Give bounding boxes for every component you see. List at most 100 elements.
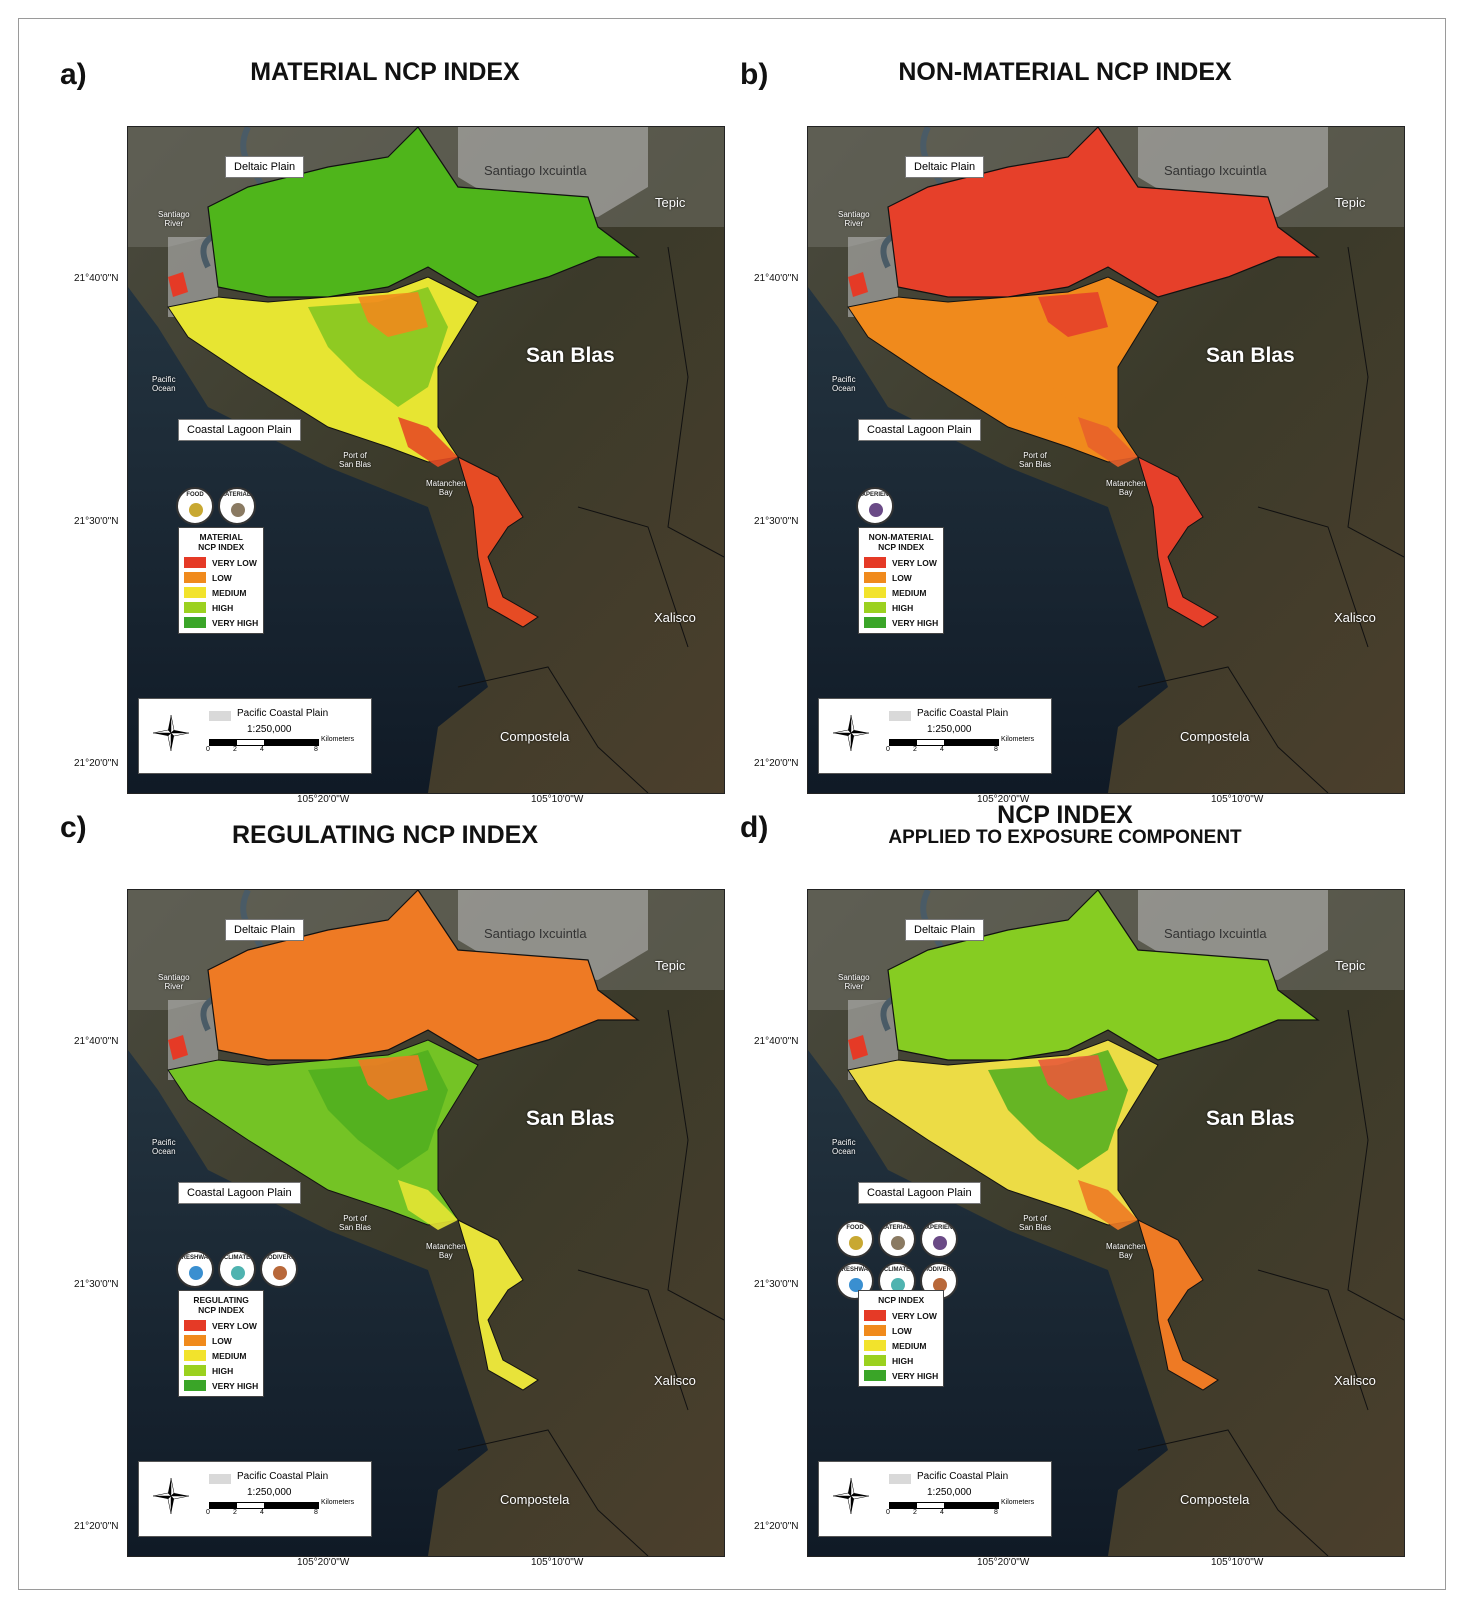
matanchen-bay-label: Matanchen Bay <box>1106 479 1146 497</box>
coastal-lagoon-plain-label: Coastal Lagoon Plain <box>858 419 981 441</box>
legend-item: VERY LOW <box>184 1318 258 1333</box>
legend: NCP INDEX VERY LOW LOW MEDIUM HIGH VERY HIGH <box>858 1290 945 1387</box>
north-arrow-icon <box>152 714 190 752</box>
figure-frame <box>18 18 1446 1590</box>
pcp-swatch <box>889 711 911 721</box>
scale-tick: 0 <box>206 1509 210 1516</box>
icon-glyph <box>869 503 883 517</box>
matanchen-bay-label: Matanchen Bay <box>426 1242 466 1260</box>
river-mouth-patch <box>848 272 868 297</box>
legend-label: MEDIUM <box>212 1350 247 1361</box>
map-panel-4: d) NCP INDEX APPLIED TO EXPOSURE COMPONE… <box>700 801 1405 1573</box>
legend-item: LOW <box>864 570 938 585</box>
legend-swatch <box>864 557 886 568</box>
panel-title: NCP INDEX <box>997 801 1133 829</box>
municipal-boundaries <box>1137 246 1404 793</box>
santiago-ixcuintla-label: Santiago Ixcuintla <box>1164 926 1267 941</box>
legend-swatch <box>864 587 886 598</box>
pacific-ocean-label: Pacific Ocean <box>152 1138 176 1156</box>
deltaic-plain-zone <box>207 890 640 1061</box>
scale-ratio: 1:250,000 <box>927 1487 972 1498</box>
ncp-icons: FOOD MATERIALS EXPERIENCES FRESHWATER CLIMAT… <box>836 1220 966 1300</box>
scale-tick: 0 <box>886 746 890 753</box>
panel-title: REGULATING NCP INDEX <box>231 821 539 849</box>
legend-label: VERY LOW <box>212 1320 257 1331</box>
icon-label: EXPERIENCES <box>858 492 893 498</box>
lon-label: 105°10'0"W <box>531 794 584 805</box>
lagoon-subzone-2 <box>1038 1055 1108 1100</box>
lat-label: 21°40'0"N <box>74 273 119 284</box>
legend-item: HIGH <box>864 1353 938 1368</box>
icon-label: FOOD <box>846 1225 864 1231</box>
icon-glyph <box>891 1236 905 1250</box>
lat-label: 21°20'0"N <box>74 1521 119 1532</box>
legend: NON-MATERIAL NCP INDEX VERY LOW LOW MEDIUM… <box>858 527 945 634</box>
deltaic-plain-label: Deltaic Plain <box>905 919 985 941</box>
compostela-label: Compostela <box>500 729 570 744</box>
biodiversity-icon: BIODIVERSITY <box>260 1250 298 1288</box>
legend-label: VERY LOW <box>212 557 257 568</box>
scale-unit: Kilometers <box>1001 736 1035 743</box>
lon-label: 105°20'0"W <box>297 794 350 805</box>
pacific-ocean-label: Pacific Ocean <box>832 375 856 393</box>
deltaic-plain-zone <box>887 890 1320 1061</box>
icon-label: BIODIVERSITY <box>922 1267 957 1273</box>
southern-coast-zone <box>457 1219 539 1391</box>
legend: MATERIAL NCP INDEX VERY LOW LOW MEDIUM HIGH… <box>178 527 265 634</box>
scale-unit: Kilometers <box>1001 1499 1035 1506</box>
legend-swatch <box>864 1370 886 1381</box>
panel-letter: a) <box>60 58 87 91</box>
scale-tick: 4 <box>260 746 264 753</box>
xalisco-label: Xalisco <box>654 610 696 625</box>
lat-label: 21°30'0"N <box>754 1279 799 1290</box>
scale-bar <box>889 739 999 746</box>
icon-label: CLIMATE <box>883 1267 911 1273</box>
experiences-icon: EXPERIENCES <box>920 1220 958 1258</box>
compostela-label: Compostela <box>1180 729 1250 744</box>
coastal-lagoon-plain-label: Coastal Lagoon Plain <box>178 1182 301 1204</box>
north-arrow-icon <box>832 1477 870 1515</box>
lon-label: 105°10'0"W <box>531 1557 584 1568</box>
scale-tick: 4 <box>260 1509 264 1516</box>
lat-label: 21°40'0"N <box>754 273 799 284</box>
icon-glyph <box>849 1278 863 1292</box>
lat-label: 21°20'0"N <box>754 758 799 769</box>
panel-title: MATERIAL NCP INDEX <box>250 58 520 86</box>
icon-label: MATERIALS <box>220 492 255 498</box>
matanchen-bay-label: Matanchen Bay <box>426 479 466 497</box>
map-area: Deltaic Plain Coastal Lagoon Plain Santi… <box>127 889 725 1557</box>
legend-rows: VERY LOW LOW MEDIUM HIGH VERY HIGH <box>864 555 938 630</box>
scale-tick: 4 <box>940 746 944 753</box>
legend-swatch <box>184 557 206 568</box>
santiago-ixcuintla-label: Santiago Ixcuintla <box>1164 163 1267 178</box>
deltaic-plain-zone <box>887 127 1320 298</box>
coastal-lagoon-plain-label: Coastal Lagoon Plain <box>858 1182 981 1204</box>
legend-label: VERY LOW <box>892 1310 937 1321</box>
lat-label: 21°40'0"N <box>74 1036 119 1047</box>
port-of-san-blas-label: Port of San Blas <box>339 451 372 469</box>
santiago-river-label: Santiago River <box>158 973 190 991</box>
legend-label: VERY HIGH <box>892 1370 939 1381</box>
legend-item: MEDIUM <box>184 585 258 600</box>
deltaic-plain-label: Deltaic Plain <box>225 156 305 178</box>
xalisco-label: Xalisco <box>1334 1373 1376 1388</box>
legend-label: VERY LOW <box>892 557 937 568</box>
legend-title: NON-MATERIAL NCP INDEX <box>868 532 934 552</box>
port-of-san-blas-label: Port of San Blas <box>1019 1214 1052 1232</box>
ncp-icons: EXPERIENCES <box>856 487 946 525</box>
lagoon-subzone-3 <box>1078 1180 1138 1230</box>
icon-label: FRESHWATER <box>178 1255 212 1261</box>
lon-label: 105°20'0"W <box>977 794 1030 805</box>
icon-label: EXPERIENCES <box>922 1225 957 1231</box>
legend-swatch <box>864 1310 886 1321</box>
ncp-icons: FOOD MATERIALS <box>176 487 266 525</box>
pacific-ocean-label: Pacific Ocean <box>152 375 176 393</box>
lon-label: 105°10'0"W <box>1211 794 1264 805</box>
scale-tick: 8 <box>994 746 998 753</box>
lagoon-subzone-2 <box>358 1055 428 1100</box>
scale-bar <box>889 1502 999 1509</box>
map-area: Deltaic Plain Coastal Lagoon Plain Santi… <box>127 126 725 794</box>
legend-label: VERY HIGH <box>212 1380 259 1391</box>
southern-coast-zone <box>457 456 539 628</box>
xalisco-label: Xalisco <box>1334 610 1376 625</box>
